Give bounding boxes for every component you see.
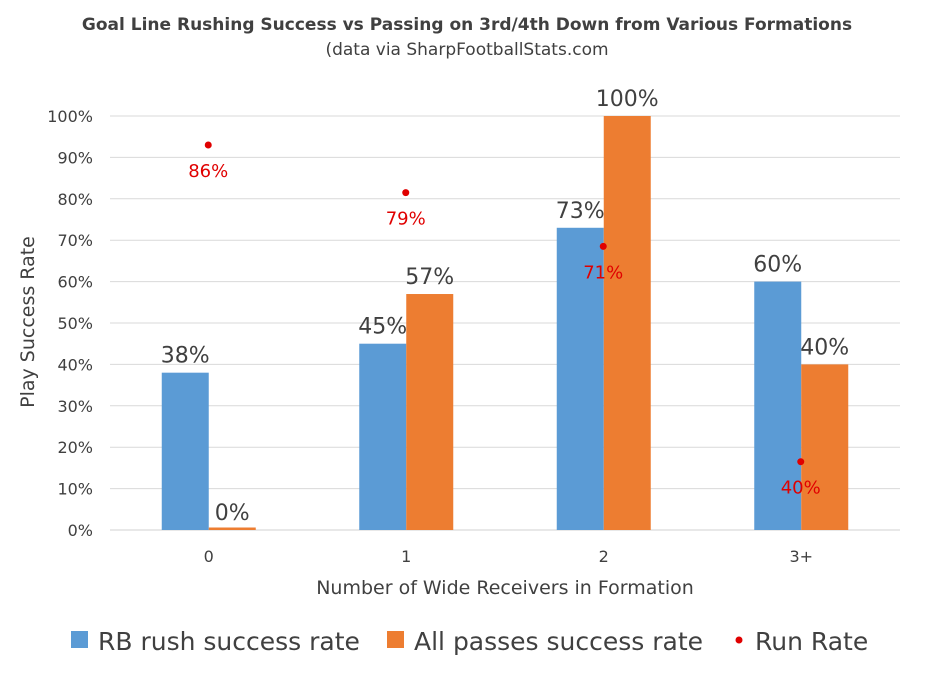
- y-axis-ticks: 0% 10% 20% 30% 40% 50% 60% 70% 80% 90% 100%: [47, 107, 93, 540]
- y-tick-label: 20%: [57, 438, 93, 457]
- bar-rush: [556, 227, 604, 530]
- bar-value-label: 57%: [405, 265, 454, 290]
- bar-value-label: 40%: [800, 335, 849, 360]
- y-tick-label: 90%: [57, 148, 93, 167]
- y-tick-label: 40%: [57, 355, 93, 374]
- chart-title: Goal Line Rushing Success vs Passing on …: [82, 15, 852, 35]
- y-tick-label: 0%: [68, 521, 93, 540]
- run-rate-label: 40%: [781, 478, 821, 499]
- y-tick-label: 50%: [57, 314, 93, 333]
- legend-swatch: [735, 636, 743, 644]
- run-rate-point: [599, 242, 607, 250]
- bar-rush: [359, 343, 407, 530]
- bar-pass: [801, 364, 849, 530]
- bar-pass: [603, 116, 651, 530]
- legend: RB rush success rate All passes success r…: [71, 627, 868, 656]
- x-tick-label: 3+: [789, 547, 813, 566]
- bars: [161, 116, 849, 530]
- bar-value-label: 45%: [358, 315, 407, 340]
- x-axis-ticks: 0 1 2 3+: [204, 547, 813, 566]
- bar-value-label: 100%: [596, 87, 659, 112]
- run-rate-point: [797, 458, 805, 466]
- run-rate-label: 71%: [583, 262, 623, 283]
- x-tick-label: 0: [204, 547, 214, 566]
- run-rate-point: [402, 189, 410, 197]
- y-tick-label: 80%: [57, 190, 93, 209]
- legend-swatch: [71, 631, 88, 648]
- legend-swatch: [387, 631, 404, 648]
- bar-value-label: 0%: [215, 501, 250, 526]
- bar-value-label: 38%: [161, 344, 210, 369]
- bar-pass: [208, 527, 256, 530]
- chart-subtitle: (data via SharpFootballStats.com: [325, 40, 608, 60]
- y-tick-label: 100%: [47, 107, 93, 126]
- bar-pass: [406, 294, 454, 530]
- run-rate-label: 79%: [386, 209, 426, 230]
- legend-label: Run Rate: [755, 627, 868, 656]
- y-tick-label: 60%: [57, 273, 93, 292]
- legend-label: RB rush success rate: [98, 627, 360, 656]
- y-tick-label: 10%: [57, 480, 93, 499]
- bar-value-label: 73%: [556, 199, 605, 224]
- y-axis-title: Play Success Rate: [17, 236, 39, 408]
- legend-label: All passes success rate: [414, 627, 703, 656]
- x-tick-label: 1: [401, 547, 411, 566]
- data-labels: 38% 45% 73% 60% 0% 57% 100% 40% 86% 79% 71% 40%: [161, 87, 849, 526]
- gridlines: [110, 115, 900, 531]
- y-tick-label: 70%: [57, 231, 93, 250]
- y-tick-label: 30%: [57, 397, 93, 416]
- x-axis-title: Number of Wide Receivers in Formation: [316, 577, 694, 599]
- bar-value-label: 60%: [753, 253, 802, 278]
- run-rate-label: 86%: [188, 161, 228, 182]
- bar-rush: [161, 372, 209, 530]
- x-tick-label: 2: [599, 547, 609, 566]
- bar-rush: [754, 281, 802, 530]
- run-rate-point: [204, 141, 212, 149]
